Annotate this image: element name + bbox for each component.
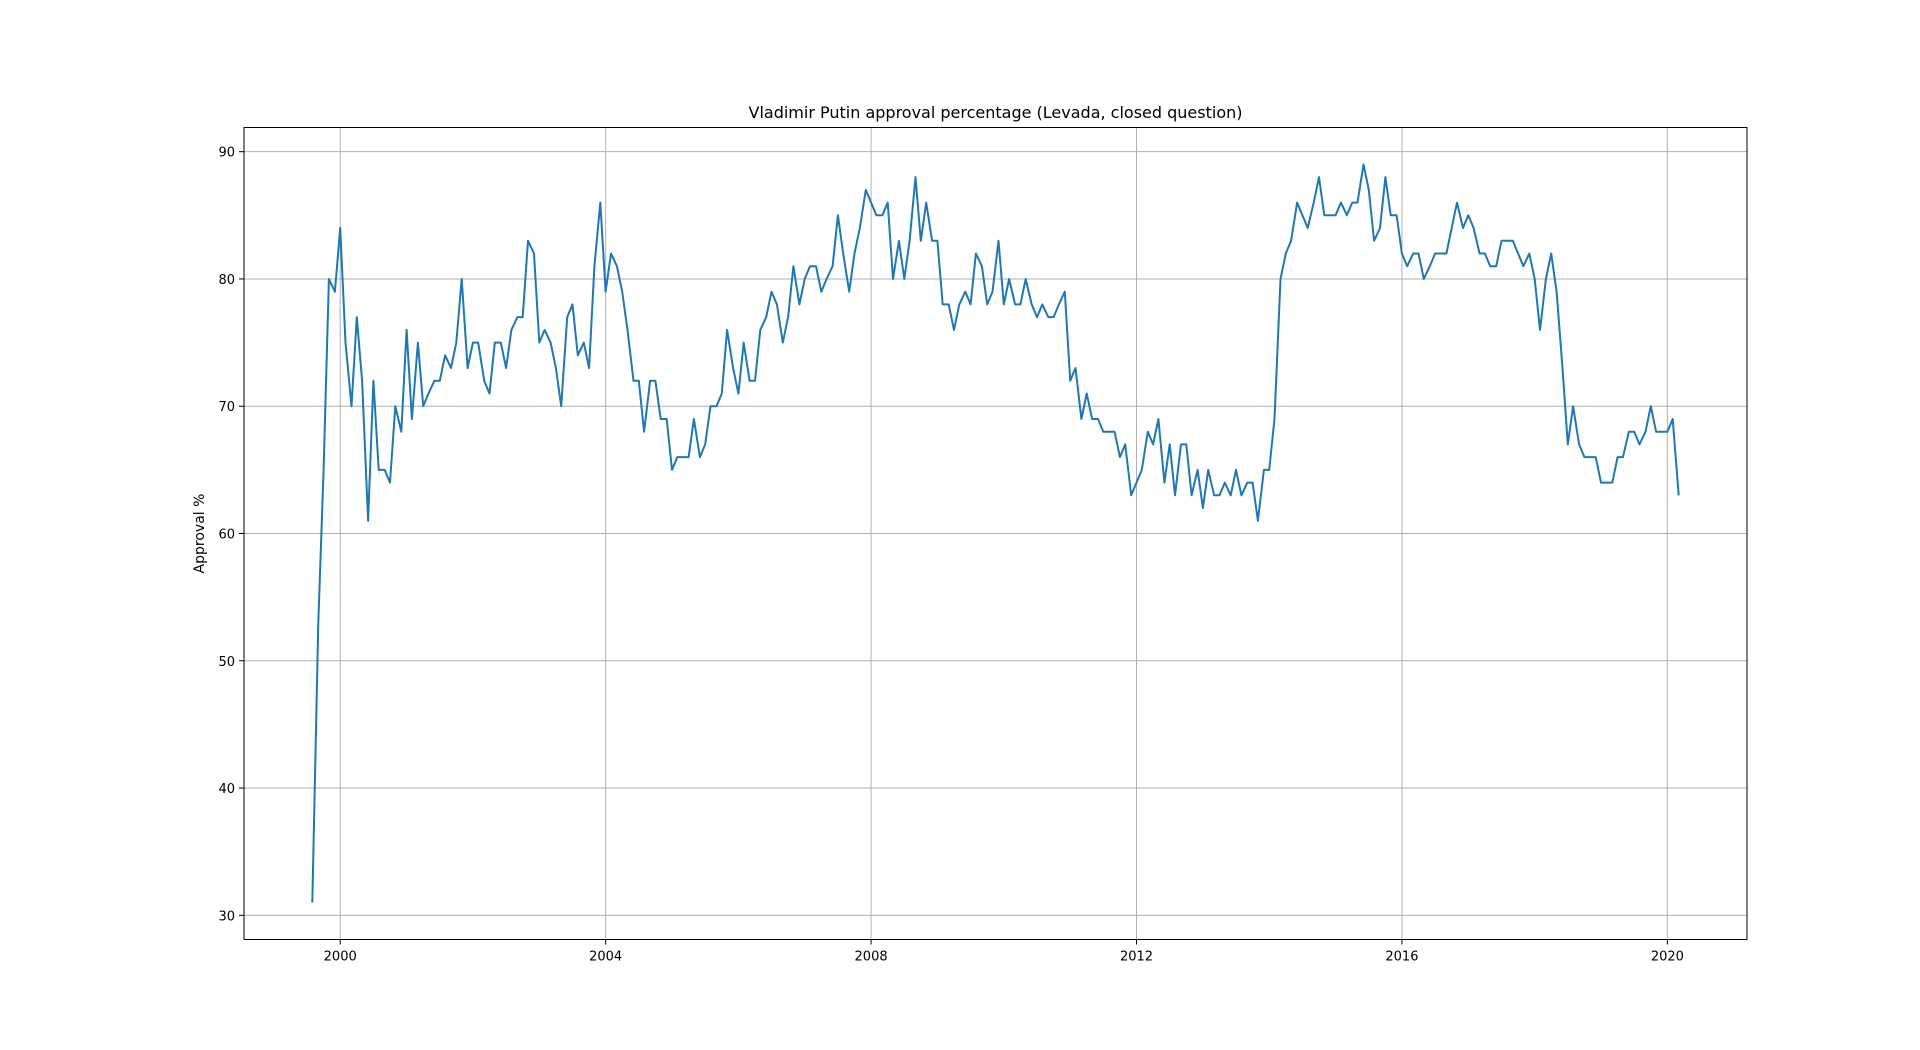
- y-tick-label: 90: [218, 146, 235, 161]
- y-tick-label: 80: [218, 273, 235, 288]
- y-tick-label: 60: [218, 528, 235, 543]
- x-axis: 2000 2004 2008 2012 2016 2020: [324, 939, 1684, 965]
- y-axis: 30 40 50 60 70 80 90: [218, 146, 244, 924]
- grid-lines: [244, 127, 1747, 940]
- x-tick-label: 2016: [1385, 950, 1418, 965]
- y-tick-label: 70: [218, 400, 235, 415]
- series-line: [311, 163, 1680, 903]
- x-tick-label: 2012: [1120, 950, 1153, 965]
- x-tick-label: 2008: [855, 950, 888, 965]
- x-tick-label: 2004: [589, 950, 622, 965]
- x-tick-label: 2020: [1651, 950, 1684, 965]
- y-axis-label: Approval %: [192, 494, 208, 574]
- x-tick-label: 2000: [324, 950, 357, 965]
- y-tick-label: 50: [218, 655, 235, 670]
- series-layer: [311, 163, 1680, 903]
- y-tick-label: 30: [218, 909, 235, 924]
- y-tick-label: 40: [218, 782, 235, 797]
- chart-title: Vladimir Putin approval percentage (Leva…: [749, 103, 1243, 122]
